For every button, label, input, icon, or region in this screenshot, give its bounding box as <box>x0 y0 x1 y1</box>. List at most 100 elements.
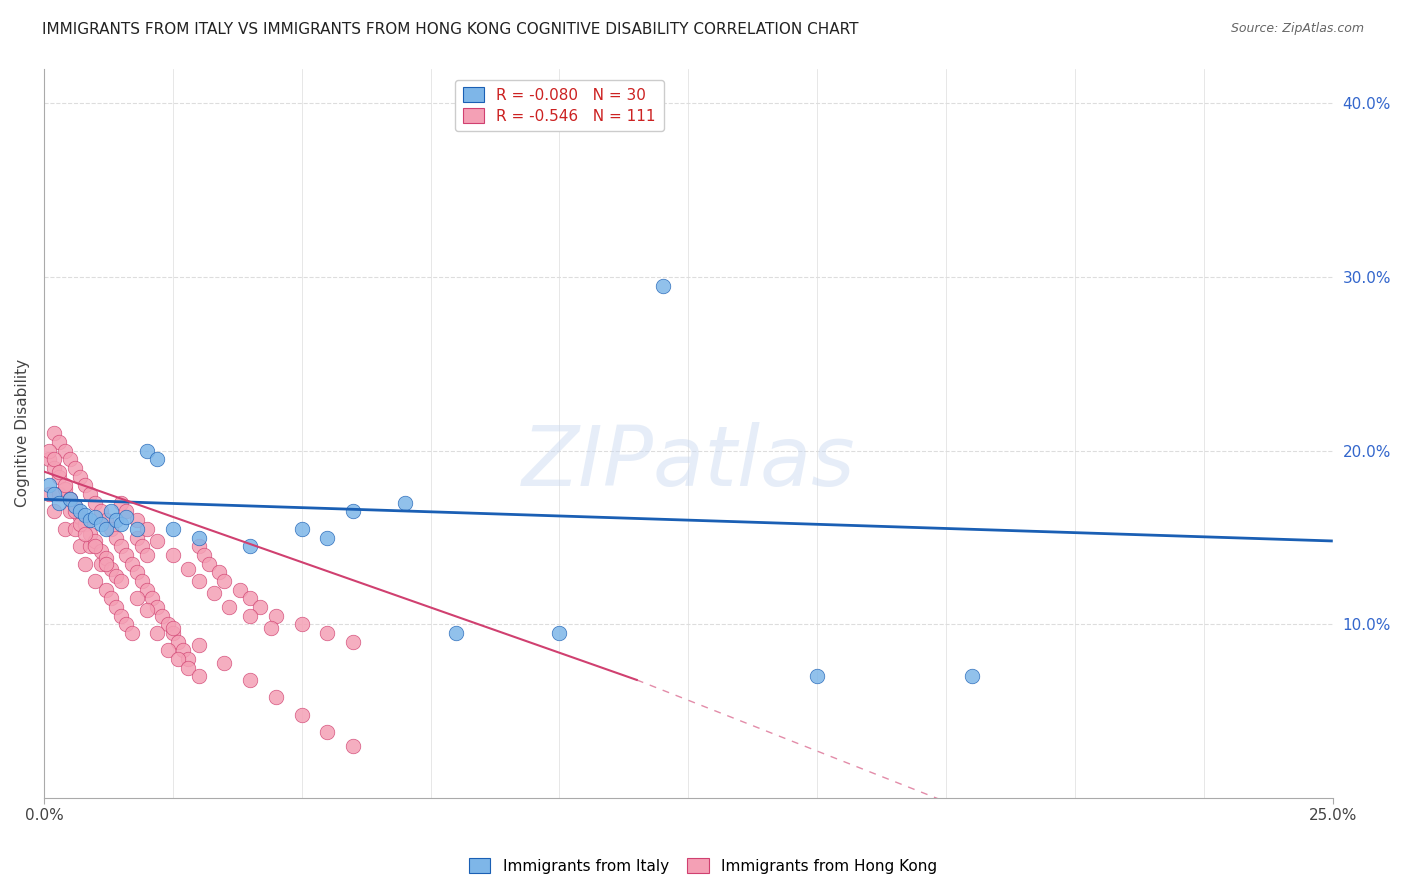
Point <box>63 500 86 514</box>
Point <box>48 496 70 510</box>
Point <box>214 656 236 670</box>
Point <box>84 539 107 553</box>
Point <box>187 539 209 553</box>
Text: IMMIGRANTS FROM ITALY VS IMMIGRANTS FROM HONG KONG COGNITIVE DISABILITY CORRELAT: IMMIGRANTS FROM ITALY VS IMMIGRANTS FROM… <box>42 22 859 37</box>
Point <box>38 478 60 492</box>
Point <box>59 492 82 507</box>
Point <box>53 522 76 536</box>
Point <box>162 548 184 562</box>
Point <box>115 548 138 562</box>
Point <box>136 443 159 458</box>
Point <box>187 531 209 545</box>
Point <box>100 562 122 576</box>
Point <box>141 591 163 606</box>
Point <box>229 582 252 597</box>
Point <box>136 582 159 597</box>
Point <box>100 522 122 536</box>
Point <box>146 452 169 467</box>
Point <box>110 539 132 553</box>
Point <box>125 591 148 606</box>
Point <box>131 539 153 553</box>
Point <box>198 557 221 571</box>
Point <box>90 504 112 518</box>
Point <box>342 739 364 753</box>
Point <box>44 426 66 441</box>
Point <box>44 452 66 467</box>
Point <box>394 496 416 510</box>
Point <box>75 557 97 571</box>
Point <box>960 669 983 683</box>
Point <box>167 634 190 648</box>
Point <box>187 669 209 683</box>
Point <box>239 591 262 606</box>
Point <box>239 673 262 687</box>
Point <box>121 557 143 571</box>
Point <box>90 544 112 558</box>
Point <box>202 586 225 600</box>
Point <box>806 669 828 683</box>
Point <box>48 465 70 479</box>
Point <box>48 487 70 501</box>
Point <box>342 504 364 518</box>
Point <box>548 626 571 640</box>
Point <box>218 599 240 614</box>
Point <box>136 548 159 562</box>
Point <box>316 531 339 545</box>
Legend: Immigrants from Italy, Immigrants from Hong Kong: Immigrants from Italy, Immigrants from H… <box>463 852 943 880</box>
Point <box>316 626 339 640</box>
Point <box>125 522 148 536</box>
Point <box>105 513 128 527</box>
Point <box>291 617 314 632</box>
Legend: R = -0.080   N = 30, R = -0.546   N = 111: R = -0.080 N = 30, R = -0.546 N = 111 <box>456 79 664 131</box>
Point <box>167 652 190 666</box>
Point <box>136 522 159 536</box>
Point <box>214 574 236 588</box>
Point <box>79 539 101 553</box>
Point <box>84 574 107 588</box>
Point <box>53 482 76 496</box>
Point <box>146 533 169 548</box>
Point <box>110 574 132 588</box>
Point <box>146 599 169 614</box>
Point <box>79 487 101 501</box>
Point <box>84 496 107 510</box>
Point <box>48 469 70 483</box>
Point <box>105 599 128 614</box>
Y-axis label: Cognitive Disability: Cognitive Disability <box>15 359 30 508</box>
Point <box>291 707 314 722</box>
Point <box>146 626 169 640</box>
Point <box>446 626 468 640</box>
Point <box>651 278 673 293</box>
Point <box>75 527 97 541</box>
Point <box>125 531 148 545</box>
Point <box>115 504 138 518</box>
Point <box>105 568 128 582</box>
Point <box>110 608 132 623</box>
Point <box>125 513 148 527</box>
Point <box>94 557 117 571</box>
Point <box>264 690 287 705</box>
Point <box>75 508 97 522</box>
Point <box>38 443 60 458</box>
Point <box>100 504 122 518</box>
Point <box>187 638 209 652</box>
Point <box>115 509 138 524</box>
Point <box>53 443 76 458</box>
Point <box>177 562 200 576</box>
Point <box>162 522 184 536</box>
Point <box>90 557 112 571</box>
Point <box>53 478 76 492</box>
Point <box>69 504 91 518</box>
Text: ZIPatlas: ZIPatlas <box>522 422 855 503</box>
Point <box>316 725 339 739</box>
Point <box>249 599 271 614</box>
Point <box>84 509 107 524</box>
Point <box>115 617 138 632</box>
Point <box>69 469 91 483</box>
Point <box>59 492 82 507</box>
Point <box>75 516 97 531</box>
Point <box>44 487 66 501</box>
Point <box>110 516 132 531</box>
Point <box>94 522 117 536</box>
Point <box>100 591 122 606</box>
